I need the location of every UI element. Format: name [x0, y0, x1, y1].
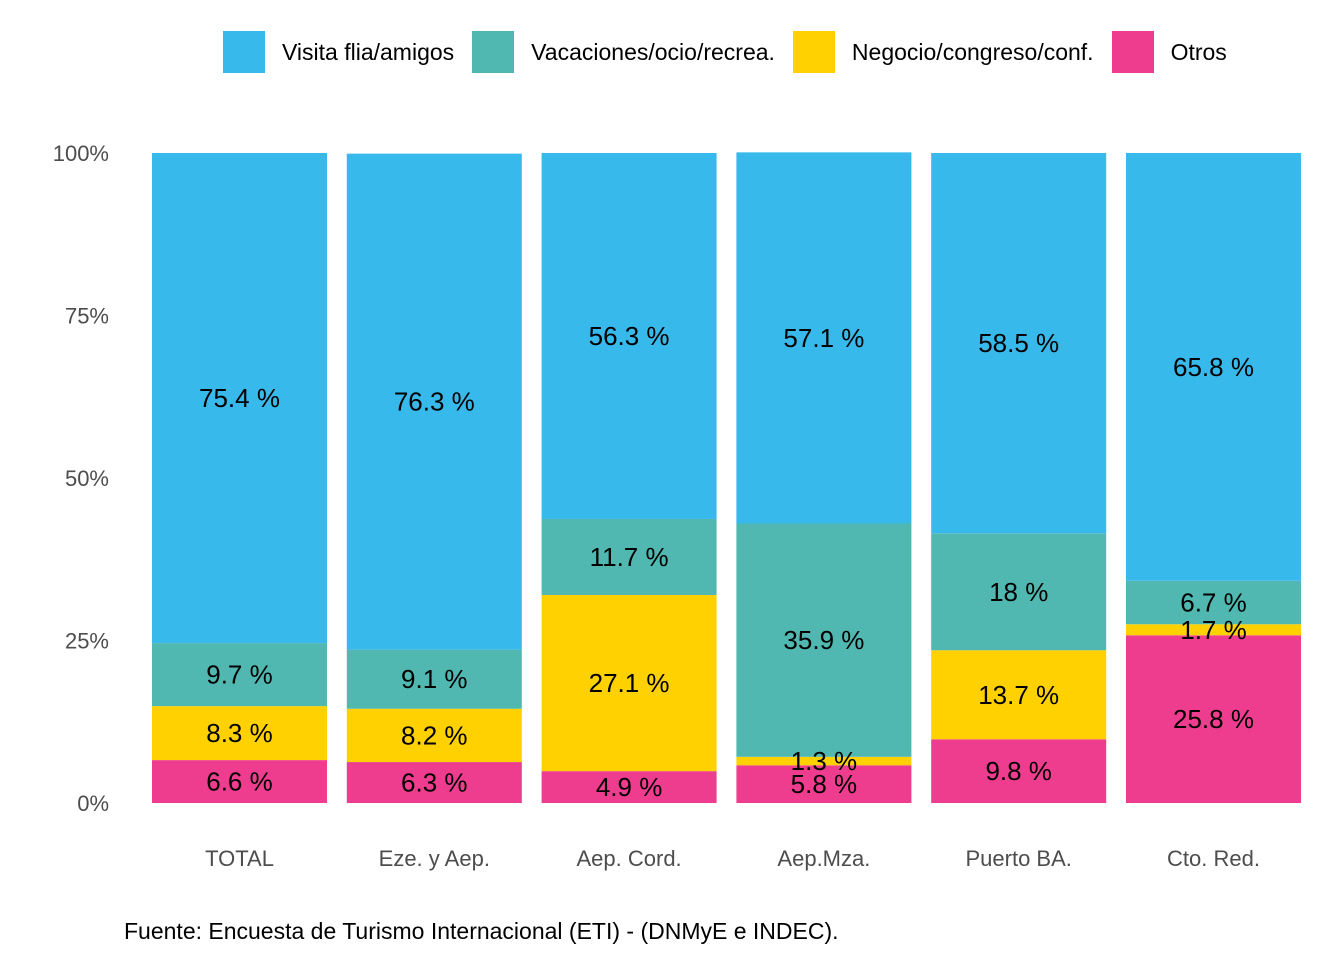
data-label-eze-y-aep-negocio-congreso-conf: 8.2 %: [401, 720, 468, 750]
chart-legend: Visita flia/amigos Vacaciones/ocio/recrea…: [223, 31, 1245, 73]
data-label-eze-y-aep-visita-flia-amigos: 76.3 %: [394, 387, 475, 417]
y-tick-label-100: 100%: [53, 141, 109, 166]
legend-swatch-visita-flia-amigos: [223, 31, 265, 73]
data-label-total-negocio-congreso-conf: 8.3 %: [206, 718, 273, 748]
data-label-eze-y-aep-vacaciones-ocio-recrea: 9.1 %: [401, 664, 468, 694]
data-label-total-visita-flia-amigos: 75.4 %: [199, 383, 280, 413]
bar-segment-total-visita-flia-amigos: [152, 153, 327, 644]
bar-segment-total-negocio-congreso-conf: [152, 706, 327, 761]
bar-segment-aep-mza-vacaciones-ocio-recrea: [736, 523, 912, 757]
x-tick-label-aep-cord: Aep. Cord.: [577, 846, 682, 871]
bar-segment-cto-red-negocio-congreso-conf: [1126, 624, 1301, 636]
data-label-aep-cord-visita-flia-amigos: 56.3 %: [589, 321, 670, 351]
bar-segment-total-otros: [152, 760, 327, 803]
bar-segment-aep-cord-visita-flia-amigos: [541, 153, 717, 519]
legend-item-visita-flia-amigos: Visita flia/amigos: [223, 31, 454, 73]
bar-segment-eze-y-aep-visita-flia-amigos: [346, 153, 522, 650]
data-label-aep-mza-visita-flia-amigos: 57.1 %: [783, 323, 864, 353]
bar-segment-aep-cord-otros: [541, 771, 717, 803]
x-tick-label-aep-mza: Aep.Mza.: [777, 846, 870, 871]
legend-label-vacaciones-ocio-recrea: Vacaciones/ocio/recrea.: [531, 38, 775, 65]
legend-swatch-vacaciones-ocio-recrea: [472, 31, 515, 73]
data-label-cto-red-negocio-congreso-conf: 1.7 %: [1180, 615, 1247, 645]
bar-segment-cto-red-otros: [1126, 635, 1301, 803]
bar-segment-puerto-ba-otros: [931, 739, 1107, 803]
x-tick-label-cto-red: Cto. Red.: [1167, 846, 1260, 871]
y-tick-label-25: 25%: [65, 629, 109, 654]
data-label-eze-y-aep-otros: 6.3 %: [401, 768, 468, 798]
data-label-aep-mza-vacaciones-ocio-recrea: 35.9 %: [783, 625, 864, 655]
data-label-cto-red-visita-flia-amigos: 65.8 %: [1173, 352, 1254, 382]
bar-segment-total-vacaciones-ocio-recrea: [152, 643, 327, 707]
bar-segment-eze-y-aep-vacaciones-ocio-recrea: [346, 649, 522, 709]
data-label-puerto-ba-visita-flia-amigos: 58.5 %: [978, 328, 1059, 358]
y-tick-label-50: 50%: [65, 466, 109, 491]
x-tick-label-eze-y-aep: Eze. y Aep.: [379, 846, 490, 871]
bar-segment-aep-cord-negocio-congreso-conf: [541, 595, 717, 772]
bar-segment-puerto-ba-negocio-congreso-conf: [931, 650, 1107, 740]
x-tick-label-total: TOTAL: [205, 846, 274, 871]
bar-segment-cto-red-vacaciones-ocio-recrea: [1126, 580, 1301, 625]
source-caption: Fuente: Encuesta de Turismo Internaciona…: [124, 918, 839, 944]
data-label-aep-mza-negocio-congreso-conf: 1.3 %: [791, 746, 858, 776]
legend-item-otros: Otros: [1111, 31, 1227, 73]
bar-segment-aep-mza-visita-flia-amigos: [736, 152, 912, 524]
y-tick-label-0: 0%: [77, 791, 109, 816]
data-label-total-vacaciones-ocio-recrea: 9.7 %: [206, 660, 273, 690]
data-label-aep-cord-otros: 4.9 %: [596, 772, 663, 802]
data-label-cto-red-vacaciones-ocio-recrea: 6.7 %: [1180, 587, 1247, 617]
legend-item-vacaciones-ocio-recrea: Vacaciones/ocio/recrea.: [472, 31, 775, 73]
bar-segment-eze-y-aep-otros: [346, 762, 522, 803]
data-label-puerto-ba-otros: 9.8 %: [985, 756, 1052, 786]
legend-item-negocio-congreso-conf: Negocio/congreso/conf.: [792, 31, 1094, 73]
x-tick-label-puerto-ba: Puerto BA.: [966, 846, 1072, 871]
bar-segment-puerto-ba-visita-flia-amigos: [931, 153, 1107, 534]
bar-segment-aep-mza-otros: [736, 765, 912, 803]
bar-segment-eze-y-aep-negocio-congreso-conf: [346, 708, 522, 763]
legend-label-visita-flia-amigos: Visita flia/amigos: [282, 38, 455, 65]
data-label-puerto-ba-vacaciones-ocio-recrea: 18 %: [989, 577, 1048, 607]
bar-segment-cto-red-visita-flia-amigos: [1126, 153, 1301, 581]
data-label-aep-mza-otros: 5.8 %: [791, 769, 858, 799]
bar-segment-aep-cord-vacaciones-ocio-recrea: [541, 518, 717, 595]
legend-label-negocio-congreso-conf: Negocio/congreso/conf.: [851, 38, 1094, 65]
legend-swatch-otros: [1111, 31, 1154, 73]
y-tick-label-75: 75%: [65, 304, 109, 329]
bar-segment-aep-mza-negocio-congreso-conf: [736, 756, 912, 766]
bar-segment-puerto-ba-vacaciones-ocio-recrea: [931, 533, 1107, 651]
legend-swatch-negocio-congreso-conf: [792, 31, 835, 73]
data-label-puerto-ba-negocio-congreso-conf: 13.7 %: [978, 680, 1059, 710]
data-label-cto-red-otros: 25.8 %: [1173, 704, 1254, 734]
data-label-aep-cord-vacaciones-ocio-recrea: 11.7 %: [590, 542, 669, 572]
data-label-total-otros: 6.6 %: [206, 767, 273, 797]
legend-label-otros: Otros: [1170, 38, 1227, 65]
data-label-aep-cord-negocio-congreso-conf: 27.1 %: [589, 668, 670, 698]
